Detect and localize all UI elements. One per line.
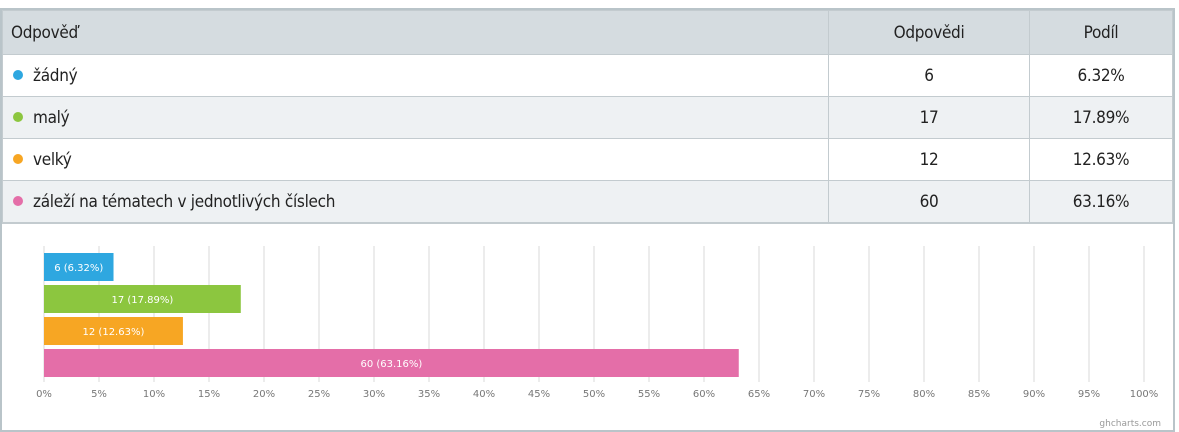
- count-cell: 12: [828, 138, 1030, 181]
- count-cell: 6: [828, 54, 1030, 97]
- table-row: malý 17 17.89%: [2, 96, 1173, 139]
- count-cell: 17: [828, 96, 1030, 139]
- bar: [44, 317, 183, 345]
- count-cell: 60: [828, 180, 1030, 223]
- bar-data-label: 6 (6.32%): [54, 263, 103, 274]
- table-row: velký 12 12.63%: [2, 138, 1173, 181]
- share-cell: 17.89%: [1029, 96, 1173, 139]
- chart-credit: ghcharts.com: [1099, 419, 1161, 429]
- x-tick-label: 20%: [253, 389, 275, 400]
- x-tick-label: 0%: [36, 389, 52, 400]
- answer-cell: malý: [2, 96, 829, 139]
- header-count: Odpovědi: [828, 10, 1030, 55]
- x-tick-label: 85%: [968, 389, 990, 400]
- x-tick-label: 50%: [583, 389, 605, 400]
- results-table: Odpověď Odpovědi Podíl žádný 6 6.32% mal…: [2, 10, 1173, 223]
- x-tick-label: 30%: [363, 389, 385, 400]
- answer-label: malý: [33, 107, 70, 128]
- answer-cell: žádný: [2, 54, 829, 97]
- legend-dot-icon: [13, 153, 23, 164]
- share-cell: 12.63%: [1029, 138, 1173, 181]
- bar: [44, 349, 739, 377]
- x-tick-label: 10%: [143, 389, 165, 400]
- chart-svg: 0% 5% 10% 15% 20% 25% 30% 35% 40% 45% 50% 55% 60% 65%…: [36, 246, 1159, 400]
- bar-data-label: 17 (17.89%): [111, 295, 173, 306]
- x-tick-label: 95%: [1078, 389, 1100, 400]
- x-tick-label: 65%: [748, 389, 770, 400]
- bar: [44, 285, 241, 313]
- results-panel: Odpověď Odpovědi Podíl žádný 6 6.32% mal…: [0, 8, 1175, 432]
- x-tick-label: 45%: [528, 389, 550, 400]
- x-tick-label: 60%: [693, 389, 715, 400]
- share-cell: 63.16%: [1029, 180, 1173, 223]
- results-bar-chart: 0% 5% 10% 15% 20% 25% 30% 35% 40% 45% 50% 55% 60% 65%…: [2, 223, 1173, 430]
- x-tick-label: 100%: [1130, 389, 1159, 400]
- x-tick-label: 5%: [91, 389, 107, 400]
- answer-label: velký: [33, 149, 72, 170]
- answer-cell: velký: [2, 138, 829, 181]
- x-tick-label: 15%: [198, 389, 220, 400]
- bar-data-label: 60 (63.16%): [360, 359, 422, 370]
- legend-dot-icon: [13, 195, 23, 206]
- bar-data-label: 12 (12.63%): [83, 327, 145, 338]
- share-cell: 6.32%: [1029, 54, 1173, 97]
- x-tick-label: 70%: [803, 389, 825, 400]
- x-tick-label: 25%: [308, 389, 330, 400]
- table-row: žádný 6 6.32%: [2, 54, 1173, 97]
- x-tick-label: 35%: [418, 389, 440, 400]
- legend-dot-icon: [13, 111, 23, 122]
- answer-label: žádný: [33, 65, 78, 86]
- header-answer: Odpověď: [2, 10, 829, 55]
- answer-label: záleží na tématech v jednotlivých číslec…: [33, 191, 336, 212]
- x-tick-label: 55%: [638, 389, 660, 400]
- table-row: záleží na tématech v jednotlivých číslec…: [2, 180, 1173, 223]
- answer-cell: záleží na tématech v jednotlivých číslec…: [2, 180, 829, 223]
- x-tick-label: 80%: [913, 389, 935, 400]
- legend-dot-icon: [13, 69, 23, 80]
- x-tick-label: 75%: [858, 389, 880, 400]
- table-header-row: Odpověď Odpovědi Podíl: [2, 10, 1173, 55]
- x-tick-label: 90%: [1023, 389, 1045, 400]
- bar: [44, 253, 114, 281]
- x-tick-label: 40%: [473, 389, 495, 400]
- header-share: Podíl: [1029, 10, 1173, 55]
